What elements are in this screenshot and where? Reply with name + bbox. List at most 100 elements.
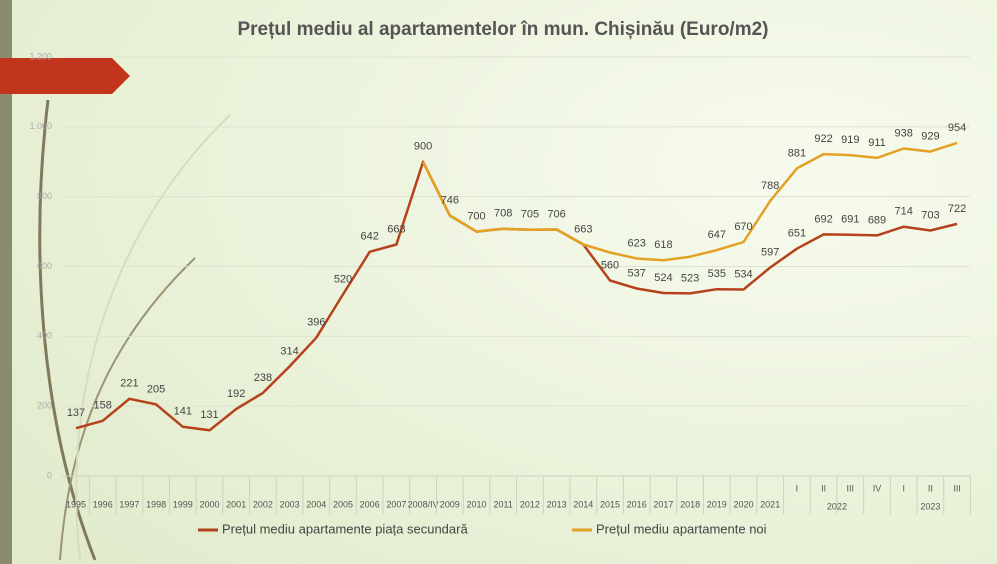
x-tick-label: IV [873,483,882,493]
data-label: 691 [841,214,859,226]
legend-label: Prețul mediu apartamente noi [596,521,767,536]
data-label: 722 [948,203,966,215]
x-tick-label: I [796,483,799,493]
x-tick-label: 2008/IV [408,499,439,509]
x-tick-label: 2014 [573,499,593,509]
data-label: 314 [280,345,298,357]
data-label: 158 [94,400,112,412]
data-label: 560 [601,259,619,271]
data-label: 705 [521,209,539,221]
x-tick-label: 2011 [494,499,513,509]
x-tick-label: 2010 [466,499,486,509]
data-label: 911 [868,137,886,149]
x-tick-label: 2021 [760,499,780,509]
data-label: 192 [227,388,245,400]
x-tick-label: 2003 [280,499,300,509]
x-tick-label: 2002 [253,499,273,509]
x-tick-label: 1995 [66,499,86,509]
x-tick-label: 1997 [119,499,139,509]
chart-title: Prețul mediu al apartamentelor în mun. C… [237,19,768,40]
x-tick-label: 2006 [360,499,380,509]
x-tick-label: 2019 [707,499,727,509]
data-label: 597 [761,246,779,258]
data-label: 623 [628,237,646,249]
series-line [421,141,958,262]
x-tick-label: 2013 [547,499,567,509]
data-label: 708 [494,208,512,220]
y-tick-label: 600 [37,261,52,271]
data-label: 523 [681,272,699,284]
x-tick-label: 2017 [653,499,673,509]
data-label: 537 [628,267,646,279]
data-label: 938 [895,127,913,139]
x-tick-label: II [821,483,826,493]
data-label: 663 [574,223,592,235]
data-label: 534 [734,268,752,280]
data-label: 746 [441,194,459,206]
data-label: 900 [414,141,432,153]
data-label: 651 [788,228,806,240]
x-tick-label: 2020 [733,499,753,509]
data-label: 618 [654,239,672,251]
data-label: 689 [868,214,886,226]
decor-curve [75,114,231,561]
data-label: 692 [814,213,832,225]
y-tick-label: 800 [37,191,52,201]
y-tick-label: 400 [37,331,52,341]
y-tick-label: 0 [47,470,52,480]
data-label: 881 [788,147,806,159]
data-label: 714 [895,206,913,218]
x-tick-label: 1996 [93,499,113,509]
data-label: 137 [67,407,85,419]
x-tick-label: 2007 [386,499,406,509]
data-label: 524 [654,272,672,284]
x-tick-label: 2001 [226,499,246,509]
x-tick-label: I [902,483,905,493]
x-tick-label: 2000 [199,499,219,509]
data-label: 647 [708,229,726,241]
y-tick-label: 200 [37,401,52,411]
data-label: 700 [467,210,485,222]
data-label: 221 [120,378,138,390]
decor-curve [59,257,196,561]
data-label: 703 [921,209,939,221]
data-label: 642 [361,231,379,243]
arrow-banner [0,58,130,94]
x-tick-label: 2005 [333,499,353,509]
data-label: 205 [147,383,165,395]
data-label: 520 [334,273,352,285]
decor-curve [38,99,97,561]
x-tick-label: 2004 [306,499,326,509]
data-label: 396 [307,317,325,329]
x-tick-label: 1998 [146,499,166,509]
x-group-label: 2023 [920,501,940,511]
data-label: 663 [387,223,405,235]
data-label: 929 [921,131,939,143]
data-label: 919 [841,134,859,146]
x-tick-label: 2018 [680,499,700,509]
x-tick-label: III [953,483,961,493]
data-label: 238 [254,372,272,384]
data-label: 954 [948,122,966,134]
data-label: 922 [814,133,832,145]
x-tick-label: 2015 [600,499,620,509]
data-label: 706 [547,208,565,220]
legend-label: Prețul mediu apartamente piața secundară [222,521,468,536]
x-tick-label: 2016 [627,499,647,509]
y-tick-label: 1.200 [29,51,52,61]
x-tick-label: II [928,483,933,493]
x-group-label: 2022 [827,501,847,511]
x-tick-label: 1999 [173,499,193,509]
x-tick-label: 2012 [520,499,540,509]
data-label: 141 [174,406,192,418]
data-label: 670 [734,221,752,233]
x-tick-label: III [847,483,855,493]
y-tick-label: 1.000 [29,121,52,131]
x-tick-label: 2009 [440,499,460,509]
data-label: 535 [708,268,726,280]
data-label: 788 [761,180,779,192]
data-label: 131 [200,409,218,421]
side-bar [0,0,12,564]
